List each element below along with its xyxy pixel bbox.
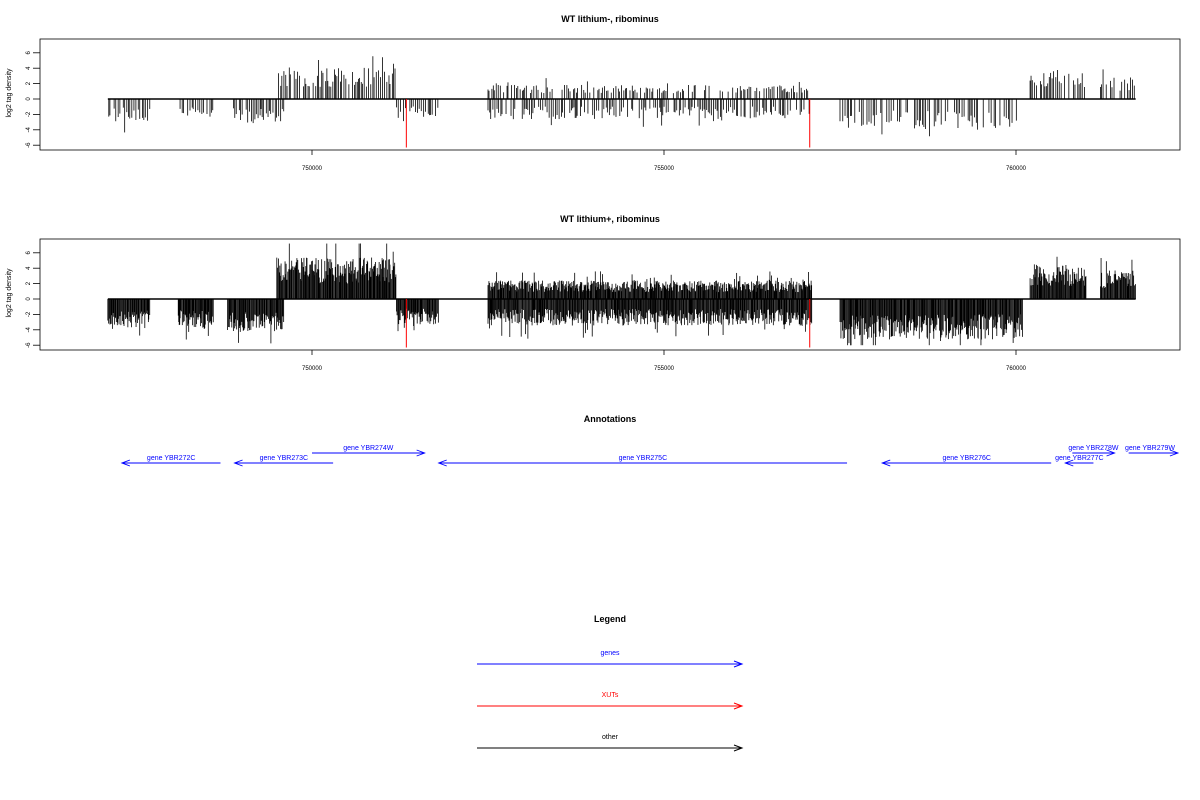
annotation-arrowhead: [1169, 449, 1180, 457]
legend-label: XUTs: [602, 692, 619, 699]
panel-1-axes: -6 -4 -2 0 2 4 6 750000 755000 760000: [26, 50, 1027, 172]
panel-1-bars: [107, 56, 1136, 148]
legend-title: Legend: [594, 614, 626, 624]
annotation-arrowhead: [880, 459, 891, 467]
annotation-label: gene YBR277C: [1055, 455, 1104, 462]
panel-1-ylabel: log2 tag density: [6, 68, 13, 118]
annotation-arrowhead: [437, 459, 447, 467]
annotation-label: gene YBR279W: [1125, 445, 1175, 452]
annotation-arrowhead: [1106, 449, 1116, 457]
panel-2-bars: [107, 243, 1136, 348]
x-tick-label: 755000: [654, 166, 675, 172]
y-tick-label: 6: [26, 50, 32, 54]
legend-label: genes: [600, 650, 620, 657]
legend: Legend genes XUTs other: [477, 614, 744, 752]
y-tick-label: -4: [26, 326, 32, 332]
x-tick-label: 755000: [654, 366, 675, 372]
annotation-label: gene YBR276C: [942, 455, 991, 462]
annotation-label: gene YBR274W: [343, 445, 393, 452]
annotation-arrowhead: [120, 459, 131, 467]
x-tick-label: 750000: [302, 366, 323, 372]
y-tick-label: 0: [26, 297, 32, 301]
y-tick-label: 4: [26, 66, 32, 70]
annotations-panel: Annotations gene YBR272C gene YBR273Cgene…: [120, 414, 1180, 467]
y-tick-label: -6: [26, 142, 32, 148]
annotation-label: gene YBR273C: [260, 455, 309, 462]
legend-arrowhead: [733, 702, 744, 710]
panel-2-frame: [39, 238, 1181, 351]
panel-2: WT lithium+, ribominus log2 tag density …: [6, 214, 1181, 372]
y-tick-label: 2: [26, 281, 32, 285]
annotation-label: gene YBR275C: [619, 455, 668, 462]
panel-2-ylabel: log2 tag density: [6, 268, 13, 318]
annotation-label: gene YBR272C: [147, 455, 196, 462]
y-tick-label: 2: [26, 81, 32, 85]
legend-arrowhead: [733, 660, 744, 668]
x-tick-label: 760000: [1006, 166, 1027, 172]
y-tick-label: -6: [26, 342, 32, 348]
legend-arrowhead: [733, 744, 744, 752]
y-tick-label: -2: [26, 111, 32, 117]
annotation-arrowhead: [233, 459, 243, 467]
panel-1: WT lithium-, ribominus log2 tag density …: [6, 14, 1181, 172]
annotation-label: gene YBR278W: [1068, 445, 1118, 452]
annotations-title: Annotations: [584, 414, 637, 424]
y-tick-label: 6: [26, 250, 32, 254]
annotation-arrowhead: [1063, 459, 1074, 467]
panel-2-title: WT lithium+, ribominus: [560, 214, 660, 224]
x-tick-label: 750000: [302, 166, 323, 172]
legend-label: other: [602, 734, 619, 741]
panel-2-axes: -6 -4 -2 0 2 4 6 750000 755000 760000: [26, 250, 1027, 372]
legend-items: genes XUTs other: [477, 650, 744, 752]
y-tick-label: 4: [26, 266, 32, 270]
y-tick-label: -2: [26, 311, 32, 317]
y-tick-label: -4: [26, 126, 32, 132]
panel-1-title: WT lithium-, ribominus: [561, 14, 659, 24]
y-tick-label: 0: [26, 97, 32, 101]
panel-1-frame: [39, 38, 1181, 151]
annotation-tracks: gene YBR272C gene YBR273C gene YBR274W gene…: [120, 445, 1180, 467]
annotation-arrowhead: [416, 449, 426, 457]
x-tick-label: 760000: [1006, 366, 1027, 372]
